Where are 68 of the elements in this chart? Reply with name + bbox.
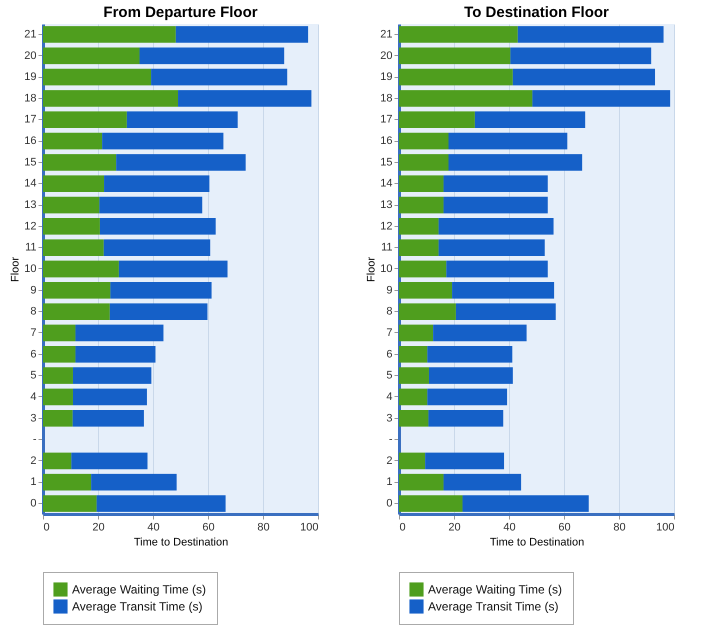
x-axis-title: Time to Destination bbox=[490, 536, 584, 548]
y-tick-label: 1 bbox=[386, 476, 392, 488]
y-tick-label: 18 bbox=[24, 92, 36, 104]
x-tick-label: 100 bbox=[300, 522, 318, 534]
y-tick-label: 21 bbox=[380, 28, 392, 40]
chart-title: To Destination Floor bbox=[464, 4, 610, 21]
y-tick-label: 13 bbox=[380, 199, 392, 212]
y-tick-label: 5 bbox=[30, 370, 36, 382]
y-tick-label: 15 bbox=[380, 156, 392, 168]
x-tick-label: 40 bbox=[503, 522, 516, 534]
y-tick-label: 6 bbox=[386, 348, 392, 360]
y-tick-label: 8 bbox=[30, 306, 36, 318]
y-tick-label: 2 bbox=[386, 454, 392, 467]
y-tick-label: 2 bbox=[30, 454, 36, 467]
y-tick-label: 16 bbox=[380, 135, 392, 148]
x-tick-label: 0 bbox=[44, 522, 50, 534]
y-tick-label: 8 bbox=[386, 306, 392, 318]
chart-title: From Departure Floor bbox=[103, 4, 258, 21]
y-tick-label: 19 bbox=[380, 71, 392, 84]
y-tick-label: 17 bbox=[380, 114, 392, 126]
y-tick-label: - bbox=[388, 434, 393, 446]
x-tick-label: 80 bbox=[257, 522, 270, 534]
y-tick-label: 15 bbox=[24, 156, 36, 168]
y-tick-label: - bbox=[32, 434, 37, 446]
y-tick-label: 12 bbox=[380, 220, 392, 232]
y-tick-label: 5 bbox=[386, 370, 392, 382]
legend-label: Average Transit Time (s) bbox=[428, 600, 558, 614]
y-tick-label: 7 bbox=[386, 326, 392, 339]
x-tick-label: 0 bbox=[400, 522, 406, 534]
y-tick-label: 14 bbox=[24, 178, 36, 190]
x-tick-label: 80 bbox=[613, 522, 626, 534]
y-tick-label: 20 bbox=[24, 50, 36, 62]
x-tick-label: 40 bbox=[147, 522, 160, 534]
x-tick-label: 20 bbox=[448, 522, 461, 534]
y-tick-label: 1 bbox=[30, 476, 36, 488]
y-tick-label: 12 bbox=[24, 220, 36, 232]
y-tick-label: 10 bbox=[380, 263, 392, 275]
x-tick-label: 100 bbox=[656, 522, 674, 534]
y-axis-title: Floor bbox=[9, 256, 22, 282]
y-tick-label: 6 bbox=[30, 348, 36, 360]
legend-label: Average Waiting Time (s) bbox=[428, 582, 562, 596]
y-tick-label: 0 bbox=[386, 498, 392, 510]
x-tick-label: 60 bbox=[202, 522, 215, 534]
y-tick-label: 11 bbox=[381, 242, 392, 254]
legend-label: Average Transit Time (s) bbox=[72, 600, 202, 614]
x-axis-title: Time to Destination bbox=[134, 536, 228, 548]
y-tick-label: 19 bbox=[24, 71, 36, 84]
x-tick-label: 60 bbox=[558, 522, 571, 534]
y-tick-label: 21 bbox=[24, 28, 36, 40]
y-axis-title: Floor bbox=[365, 256, 378, 282]
y-tick-label: 3 bbox=[30, 412, 36, 424]
y-tick-label: 10 bbox=[24, 263, 36, 275]
y-tick-label: 20 bbox=[380, 50, 392, 62]
y-tick-label: 4 bbox=[30, 390, 36, 403]
x-tick-label: 20 bbox=[92, 522, 105, 534]
y-tick-label: 13 bbox=[24, 199, 36, 212]
legend-label: Average Waiting Time (s) bbox=[72, 582, 206, 596]
y-tick-label: 11 bbox=[25, 242, 36, 254]
y-tick-label: 16 bbox=[24, 135, 36, 148]
y-tick-label: 14 bbox=[380, 178, 392, 190]
y-tick-label: 18 bbox=[380, 92, 392, 104]
y-tick-label: 7 bbox=[30, 326, 36, 339]
y-tick-label: 0 bbox=[30, 498, 36, 510]
y-tick-label: 3 bbox=[386, 412, 392, 424]
y-tick-label: 4 bbox=[386, 390, 392, 403]
y-tick-label: 9 bbox=[386, 284, 392, 296]
y-tick-label: 17 bbox=[24, 114, 36, 126]
y-tick-label: 9 bbox=[30, 284, 36, 296]
